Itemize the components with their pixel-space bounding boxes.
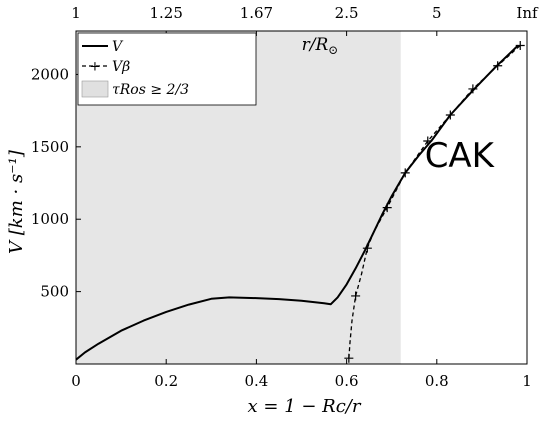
legend: V + Vβ τRos ≥ 2/3: [77, 32, 257, 106]
y-axis-ticks: 500 1000 1500 2000: [31, 65, 81, 301]
x-axis-ticks: 0 0.2 0.4 0.6 0.8 1: [71, 359, 532, 390]
y-tick-label: 1000: [31, 210, 69, 228]
y-tick-label: 1500: [31, 138, 69, 156]
cak-annotation: CAK: [425, 136, 496, 176]
legend-vbeta-label: Vβ: [112, 59, 130, 75]
vbeta-marker: [382, 203, 392, 213]
top-tick-label: 1: [71, 4, 81, 22]
x-tick-label: 0.8: [425, 372, 449, 390]
x-tick-label: 1: [522, 372, 532, 390]
vbeta-marker: [400, 168, 410, 178]
vbeta-marker: [344, 353, 354, 363]
vbeta-marker: [468, 84, 478, 94]
x-tick-label: 0.6: [335, 372, 359, 390]
vbeta-marker: [515, 40, 525, 50]
legend-v-label: V: [112, 39, 124, 55]
y-tick-label: 2000: [31, 65, 69, 83]
legend-shade-swatch: [81, 80, 109, 98]
y-axis-title: V [km · s⁻¹]: [6, 149, 27, 254]
series-group: [75, 40, 525, 363]
top-tick-label: 5: [432, 4, 442, 22]
top-tick-label: 1.67: [240, 4, 273, 22]
x-tick-label: 0: [71, 372, 81, 390]
series-line-v: [75, 44, 519, 361]
top-tick-label: Inf: [516, 4, 539, 22]
top-axis-ticks: 1 1.25 1.67 2.5 5 Inf: [71, 4, 539, 36]
x-tick-label: 0.2: [154, 372, 178, 390]
vbeta-marker: [493, 61, 503, 71]
plot-frame: [75, 30, 528, 365]
vbeta-marker: [423, 136, 433, 146]
top-tick-label: 1.25: [149, 4, 182, 22]
legend-vbeta-marker: +: [90, 60, 101, 75]
series-line-vbeta: [348, 45, 521, 359]
vbeta-marker: [362, 243, 372, 253]
legend-shade-label: τRos ≥ 2/3: [112, 82, 189, 98]
y-tick-label: 500: [40, 283, 69, 301]
top-tick-label: 2.5: [335, 4, 359, 22]
x-axis-title: x = 1 − Rc/r: [248, 396, 362, 417]
x-tick-label: 0.4: [244, 372, 268, 390]
vbeta-marker: [351, 291, 361, 301]
vbeta-marker: [445, 110, 455, 120]
